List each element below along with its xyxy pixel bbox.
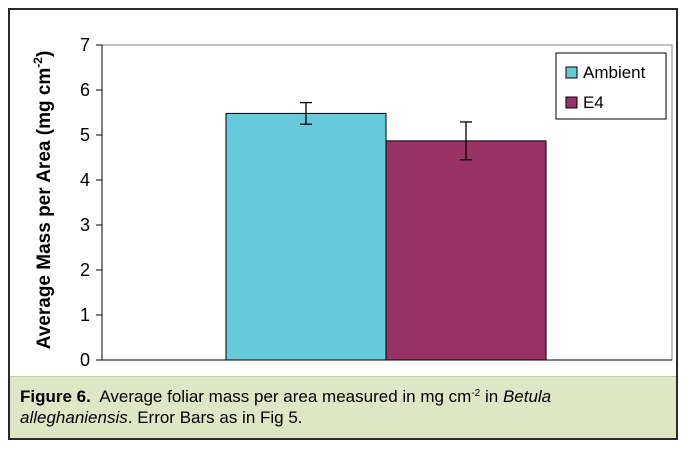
- legend-label-ambient: Ambient: [583, 63, 646, 82]
- y-tick-label: 2: [80, 260, 90, 280]
- caption-label: Figure 6.: [20, 387, 91, 406]
- figure-caption: Figure 6. Average foliar mass per area m…: [10, 376, 676, 438]
- y-tick-label: 6: [80, 80, 90, 100]
- y-tick-label: 1: [80, 305, 90, 325]
- legend-swatch-e4: [565, 96, 578, 109]
- caption-text-3: . Error Bars as in Fig 5.: [127, 408, 303, 427]
- caption-text-2: in: [480, 387, 503, 406]
- figure: Average Mass per Area (mg cm-2) 0 1 2 3 4 5 6 7…: [8, 8, 678, 440]
- y-tick-label: 0: [80, 350, 90, 370]
- y-tick-label: 7: [80, 35, 90, 55]
- y-tick-label: 5: [80, 125, 90, 145]
- legend-swatch-ambient: [565, 66, 578, 79]
- y-axis-label: Average Mass per Area (mg cm-2): [31, 51, 55, 350]
- bar-e4: [385, 140, 547, 361]
- caption-sup: -2: [471, 388, 481, 399]
- y-tick-label: 4: [80, 170, 90, 190]
- bar-ambient: [225, 112, 387, 361]
- chart-area: Average Mass per Area (mg cm-2) 0 1 2 3 4 5 6 7…: [10, 10, 676, 376]
- caption-species: Betula alleghaniensis: [20, 387, 552, 427]
- bar-chart: Average Mass per Area (mg cm-2) 0 1 2 3 4 5 6 7…: [31, 35, 673, 370]
- legend-label-e4: E4: [583, 93, 604, 112]
- y-tick-label: 3: [80, 215, 90, 235]
- caption-text: Average foliar mass per area measured in…: [99, 387, 472, 406]
- svg-text:Average Mass per Area (mg cm-2: Average Mass per Area (mg cm-2): [31, 51, 55, 350]
